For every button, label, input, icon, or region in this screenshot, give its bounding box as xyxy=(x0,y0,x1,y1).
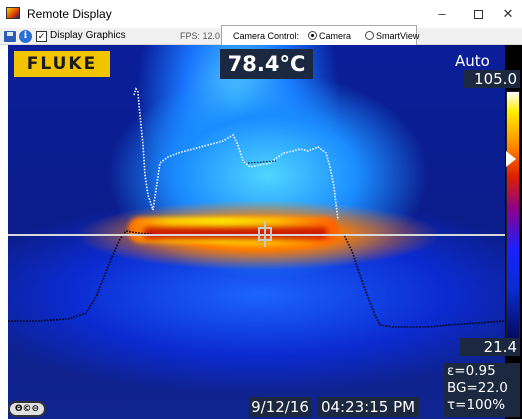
maximize-button[interactable] xyxy=(460,3,496,25)
range-mode-label: Auto xyxy=(455,52,490,70)
smartview-radio-label[interactable]: SmartView xyxy=(376,31,420,41)
camera-radio[interactable] xyxy=(308,31,317,40)
info-icon[interactable]: i xyxy=(19,30,32,43)
minimize-button[interactable]: – xyxy=(438,6,446,21)
window-title: Remote Display xyxy=(27,7,112,21)
line-profile-overlay xyxy=(8,87,505,328)
save-icon[interactable] xyxy=(4,31,16,42)
title-bar: Remote Display – ✕ xyxy=(0,0,522,28)
transmission-value: τ=100% xyxy=(447,397,506,413)
camera-radio-label[interactable]: Camera xyxy=(319,31,352,41)
smartview-radio[interactable] xyxy=(365,31,374,40)
camera-control-label: Camera Control: xyxy=(233,31,300,41)
lower-profile-trace xyxy=(8,230,505,328)
display-graphics-label: Display Graphics xyxy=(50,30,126,41)
maximize-icon xyxy=(473,10,483,20)
scale-min-value: 21.4 xyxy=(460,338,520,356)
close-button[interactable]: ✕ xyxy=(502,6,514,21)
color-palette-bar[interactable] xyxy=(506,91,520,339)
level-marker-icon[interactable] xyxy=(506,151,516,167)
measurement-parameters: ε=0.95 BG=22.0 τ=100% xyxy=(444,363,520,417)
scale-max-value: 105.0 xyxy=(464,70,520,88)
time-stamp: 04:23:15 PM xyxy=(317,397,419,417)
display-graphics-checkbox[interactable]: ✓ xyxy=(36,31,47,42)
center-temperature: 78.4°C xyxy=(220,49,313,79)
camera-control-group: Camera Control: Camera SmartView xyxy=(221,25,420,45)
profile-line[interactable] xyxy=(8,234,505,236)
hot-region-core xyxy=(143,227,328,239)
creative-commons-icon: Θ©⊖ xyxy=(8,401,46,417)
background-temp-value: BG=22.0 xyxy=(447,380,508,396)
emissivity-value: ε=0.95 xyxy=(447,363,496,379)
fluke-logo: FLUKE xyxy=(14,51,110,77)
date-stamp: 9/12/16 xyxy=(249,397,311,417)
thermal-display[interactable]: FLUKE 78.4°C Auto 105.0 21.4 ε=0.95 BG=2… xyxy=(8,45,522,419)
mid-profile-trace xyxy=(247,160,277,164)
center-spot-marker[interactable] xyxy=(258,227,272,241)
fps-readout: FPS: 12.0 xyxy=(180,31,221,41)
crosshair-vertical xyxy=(264,221,266,247)
app-icon xyxy=(6,7,20,19)
upper-profile-trace xyxy=(133,87,339,221)
